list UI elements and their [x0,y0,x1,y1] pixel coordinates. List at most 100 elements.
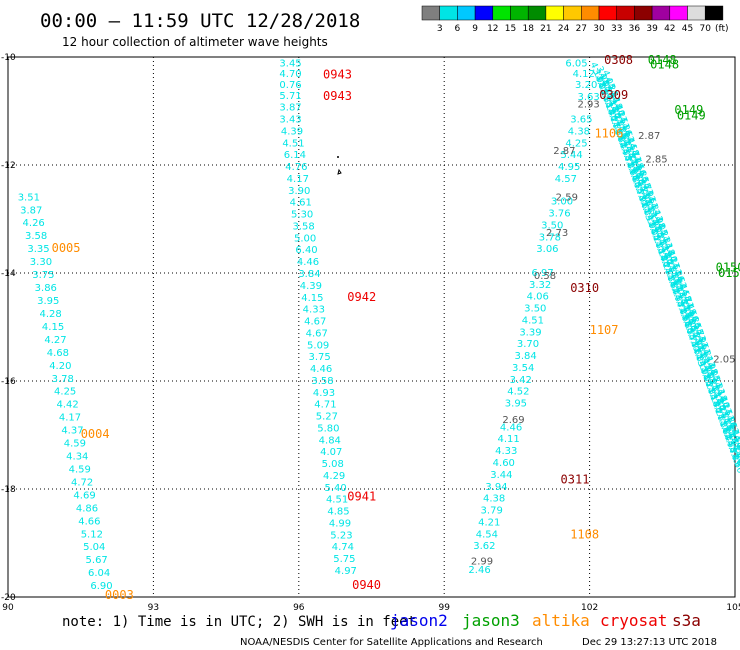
data-point-label: 0941 [347,490,376,504]
data-point-label: 4.37 [61,426,83,437]
data-point-label: 3.06 [536,244,558,255]
track-label: 4.66 [732,450,740,473]
x-tick-label: 96 [293,603,305,613]
data-point-label: 3.58 [292,221,314,232]
data-point-label: 3.63 [577,92,599,103]
data-point-label: 3.42 [510,375,532,386]
data-point-label: 3.94 [485,482,507,493]
data-point-label: 2.99 [471,556,493,567]
data-point-label: 4.34 [66,452,88,463]
data-point-label: 4.67 [306,328,328,339]
data-point-label: 5.00 [294,233,316,244]
data-point-label: 4.57 [555,174,577,185]
satellite-legend: jason2 jason3 altika cryosat s3a [390,611,701,630]
color-scale-swatch [457,5,476,21]
x-tick-label: 102 [581,603,598,613]
track-label: 4.49 [733,441,740,464]
color-scale-swatch [616,5,635,21]
color-scale-swatch [669,5,688,21]
data-point-label: 4.26 [23,218,45,229]
data-point-label: 5.04 [83,542,105,553]
color-scale-label: 27 [576,24,587,34]
color-scale-swatch [474,5,494,21]
chart-subtitle: 12 hour collection of altimeter wave hei… [62,35,328,49]
data-point-label: 4.15 [42,322,64,333]
data-point-label: 2.59 [556,192,578,203]
data-point-label: 5.09 [307,340,329,351]
data-point-label: 4.42 [56,400,78,411]
data-point-label: 4.72 [71,477,93,488]
data-point-label: 3.20 [575,80,597,91]
data-point-label: 6.14 [284,150,306,161]
data-point-label: 4.59 [69,464,91,475]
color-scale-label: 70 [699,24,711,34]
plot-frame [7,56,736,598]
x-tick-label: 93 [148,603,159,613]
data-point-label: 0311 [561,472,590,486]
data-point-label: 3.78 [539,232,561,243]
data-point-label: 4.25 [54,387,76,398]
data-point-label: 3.58 [311,376,333,387]
data-point-label: 5.27 [316,412,338,423]
data-point-label: 6.90 [90,581,112,592]
data-point-label: 5.80 [317,423,339,434]
color-scale-swatch [492,5,511,21]
data-point-label: 4.28 [40,309,62,320]
data-point-label: 4.54 [476,529,498,540]
data-point-label: 4.61 [290,198,312,209]
data-point-label: 4.71 [314,400,336,411]
data-point-label: 2.85 [645,155,667,166]
data-point-label: 3.86 [35,283,57,294]
data-point-label: 0942 [347,290,376,304]
color-scale-swatch [510,5,529,21]
data-point-label: 4.85 [327,507,349,518]
data-point-label: 4.17 [287,174,309,185]
data-point-label: 0310 [570,281,599,295]
color-scale-label: 12 [487,24,498,34]
color-scale-bar: 3 6 9 12 15 18 21 24 27 30 33 36 39 42 45 70 (ft) [421,5,729,34]
data-point-label: 4.12 [573,69,595,80]
data-point-label: 4.46 [310,364,332,375]
legend-item: jason2 [390,611,448,630]
plot-area: 90939699102105 -10-12-14-16-18-20 4.123.… [1,53,740,613]
data-point-label: 3.30 [30,257,52,268]
data-point-label: 6.05 [565,58,587,69]
x-tick-label: 105 [726,603,740,613]
legend-item: altika [532,611,590,630]
color-scale-label: 30 [593,24,605,34]
data-point-label: 3.75 [32,270,54,281]
data-point-label: 3.39 [519,327,541,338]
color-scale-label: 9 [472,24,478,34]
data-point-label: 0943 [323,89,352,103]
data-point-label: 3.43 [279,115,301,126]
data-point-label: 0149 [677,108,706,122]
legend-item: jason3 [462,611,520,630]
y-tick-label: -12 [1,161,16,171]
data-point-label: 4.29 [323,471,345,482]
color-scale-label: 39 [646,24,658,34]
x-tick-label: 99 [438,603,450,613]
color-scale-swatch [581,5,600,21]
y-tick-label: -14 [1,269,16,279]
data-point-label: 2.93 [577,99,599,110]
color-scale-swatch [439,5,458,21]
data-point-label: 4.70 [279,69,301,80]
data-point-label: 4.21 [478,517,500,528]
data-point-label: 4.15 [301,293,323,304]
data-point-label: 4.66 [78,516,100,527]
data-point-label: 2.87 [553,146,575,157]
track-label: 4.71 [731,434,740,456]
color-scale-swatch [421,5,440,21]
data-point-label: 4.59 [64,439,86,450]
data-point-label: 5.71 [279,91,301,102]
track-label: 4.49 [729,443,740,466]
data-point-label: 3.51 [18,192,40,203]
data-point-label: 4.27 [44,335,66,346]
dense-track: 4.123.984.053.984.054.214.054.214.334.21… [588,61,740,479]
data-point-label: 0005 [52,241,81,255]
footer-timestamp: Dec 29 13:27:13 UTC 2018 [582,637,717,648]
data-point-label: 5.12 [81,529,103,540]
data-point-label: 0148 [648,53,677,67]
data-point-label: 4.74 [332,542,354,553]
x-axis-ticks: 90 93 96 99 102 105 [2,603,740,613]
